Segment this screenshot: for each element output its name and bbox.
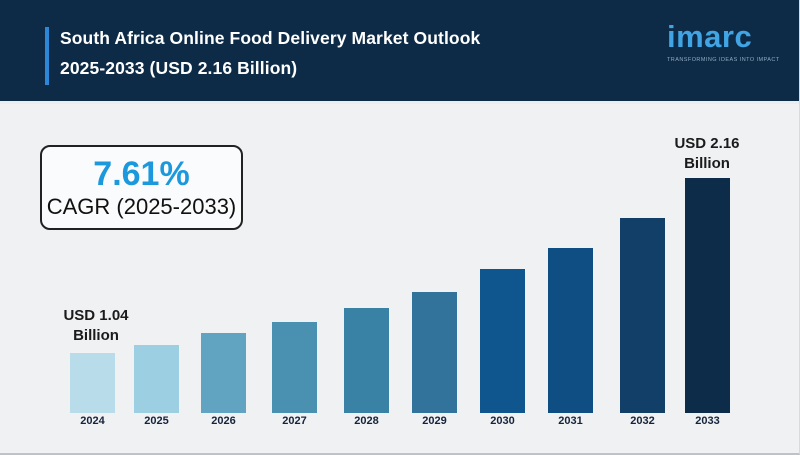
page-title: South Africa Online Food Delivery Market…	[60, 23, 480, 83]
bar-2029	[412, 292, 457, 413]
x-axis-label-2029: 2029	[422, 415, 447, 427]
cagr-label: CAGR (2025-2033)	[46, 193, 237, 219]
bar-2030	[480, 269, 525, 413]
title-line-1: South Africa Online Food Delivery Market…	[60, 28, 481, 48]
bar-2031	[548, 248, 593, 413]
imarc-logo-tagline: TRANSFORMING IDEAS INTO IMPACT	[667, 57, 780, 63]
x-axis-label-2028: 2028	[354, 415, 379, 427]
bar-2024	[70, 353, 115, 413]
x-axis-label-2025: 2025	[144, 415, 169, 427]
x-axis-label-2030: 2030	[490, 415, 515, 427]
value-label-2024: USD 1.04 Billion	[63, 307, 129, 344]
bar-2032	[620, 218, 665, 413]
imarc-logo: imarc TRANSFORMING IDEAS INTO IMPACT	[667, 19, 780, 64]
bar-2025	[134, 345, 179, 413]
x-axis-label-2033: 2033	[695, 415, 720, 427]
cagr-value: 7.61%	[93, 154, 190, 193]
title-accent-bar	[45, 27, 49, 85]
bar-2026	[201, 333, 246, 413]
bar-2028	[344, 308, 389, 413]
bar-2033	[685, 178, 730, 413]
imarc-logo-wordmark: imarc	[667, 19, 753, 54]
title-line-2: 2025-2033 (USD 2.16 Billion)	[60, 58, 298, 78]
bar-2027	[272, 322, 317, 413]
x-axis-label-2024: 2024	[80, 415, 105, 427]
x-axis-label-2031: 2031	[558, 415, 583, 427]
cagr-callout-box: 7.61% CAGR (2025-2033)	[40, 145, 243, 230]
x-axis-label-2026: 2026	[211, 415, 236, 427]
header-bar: South Africa Online Food Delivery Market…	[0, 0, 799, 104]
value-label-2033: USD 2.16 Billion	[674, 135, 740, 172]
x-axis-label-2032: 2032	[630, 415, 655, 427]
x-axis-label-2027: 2027	[282, 415, 307, 427]
